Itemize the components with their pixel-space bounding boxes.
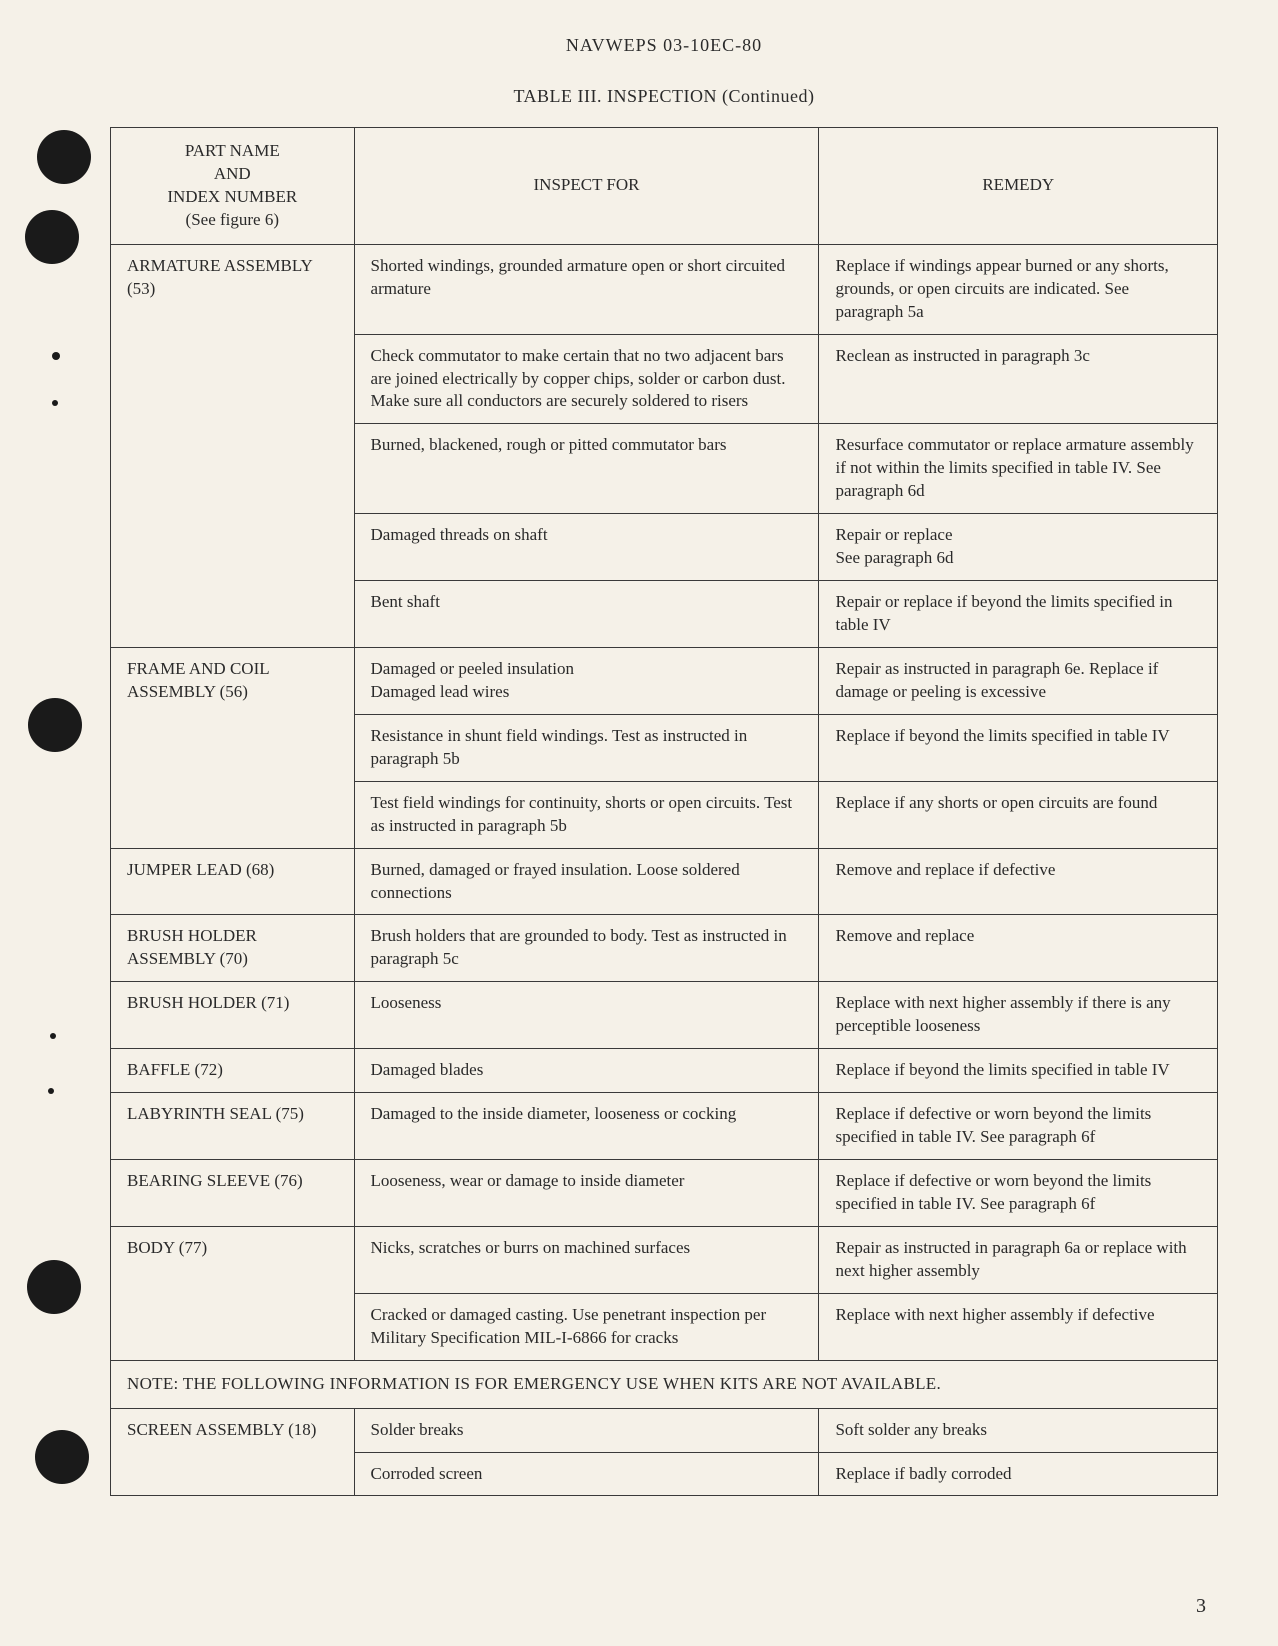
- cell-inspect: Damaged or peeled insulationDamaged lead…: [354, 647, 819, 714]
- document-id-header: NAVWEPS 03-10EC-80: [110, 35, 1218, 56]
- cell-remedy: Replace if badly corroded: [819, 1452, 1218, 1496]
- cell-remedy: Replace with next higher assembly if the…: [819, 982, 1218, 1049]
- punch-hole: [50, 1033, 56, 1039]
- cell-remedy: Replace if beyond the limits specified i…: [819, 1049, 1218, 1093]
- punch-hole: [35, 1430, 89, 1484]
- cell-inspect: Solder breaks: [354, 1408, 819, 1452]
- cell-part: JUMPER LEAD (68): [111, 848, 355, 915]
- table-row: JUMPER LEAD (68)Burned, damaged or fraye…: [111, 848, 1218, 915]
- cell-part: BRUSH HOLDER ASSEMBLY (70): [111, 915, 355, 982]
- cell-inspect: Burned, damaged or frayed insulation. Lo…: [354, 848, 819, 915]
- cell-part: FRAME AND COIL ASSEMBLY (56): [111, 647, 355, 848]
- cell-remedy: Resurface commutator or replace armature…: [819, 424, 1218, 514]
- punch-hole: [27, 1260, 81, 1314]
- cell-part: BEARING SLEEVE (76): [111, 1160, 355, 1227]
- cell-inspect: Shorted windings, grounded armature open…: [354, 244, 819, 334]
- cell-inspect: Brush holders that are grounded to body.…: [354, 915, 819, 982]
- cell-remedy: Repair or replaceSee paragraph 6d: [819, 514, 1218, 581]
- cell-inspect: Corroded screen: [354, 1452, 819, 1496]
- table-row: BODY (77)Nicks, scratches or burrs on ma…: [111, 1226, 1218, 1293]
- punch-hole: [52, 400, 58, 406]
- table-row: ARMATURE ASSEMBLY (53)Shorted windings, …: [111, 244, 1218, 334]
- cell-part: LABYRINTH SEAL (75): [111, 1093, 355, 1160]
- cell-part: ARMATURE ASSEMBLY (53): [111, 244, 355, 647]
- cell-inspect: Damaged blades: [354, 1049, 819, 1093]
- table-title: TABLE III. INSPECTION (Continued): [110, 86, 1218, 107]
- punch-hole: [52, 352, 60, 360]
- inspection-table: PART NAMEANDINDEX NUMBER(See figure 6) I…: [110, 127, 1218, 1496]
- cell-remedy: Soft solder any breaks: [819, 1408, 1218, 1452]
- cell-inspect: Burned, blackened, rough or pitted commu…: [354, 424, 819, 514]
- cell-remedy: Repair as instructed in paragraph 6e. Re…: [819, 647, 1218, 714]
- header-remedy: REMEDY: [819, 128, 1218, 245]
- table-header-row: PART NAMEANDINDEX NUMBER(See figure 6) I…: [111, 128, 1218, 245]
- cell-remedy: Replace if defective or worn beyond the …: [819, 1093, 1218, 1160]
- cell-inspect: Damaged threads on shaft: [354, 514, 819, 581]
- note-cell: NOTE: THE FOLLOWING INFORMATION IS FOR E…: [111, 1360, 1218, 1408]
- table-row: BRUSH HOLDER (71)LoosenessReplace with n…: [111, 982, 1218, 1049]
- cell-inspect: Looseness: [354, 982, 819, 1049]
- page-number: 3: [1196, 1595, 1206, 1618]
- cell-remedy: Replace if any shorts or open circuits a…: [819, 781, 1218, 848]
- punch-hole: [28, 698, 82, 752]
- table-row: FRAME AND COIL ASSEMBLY (56)Damaged or p…: [111, 647, 1218, 714]
- cell-inspect: Cracked or damaged casting. Use penetran…: [354, 1293, 819, 1360]
- punch-hole: [48, 1088, 54, 1094]
- cell-inspect: Bent shaft: [354, 581, 819, 648]
- cell-inspect: Test field windings for continuity, shor…: [354, 781, 819, 848]
- cell-remedy: Reclean as instructed in paragraph 3c: [819, 334, 1218, 424]
- cell-part: BRUSH HOLDER (71): [111, 982, 355, 1049]
- cell-inspect: Nicks, scratches or burrs on machined su…: [354, 1226, 819, 1293]
- cell-part: BAFFLE (72): [111, 1049, 355, 1093]
- punch-hole: [25, 210, 79, 264]
- cell-remedy: Replace if windings appear burned or any…: [819, 244, 1218, 334]
- cell-inspect: Check commutator to make certain that no…: [354, 334, 819, 424]
- cell-part: BODY (77): [111, 1226, 355, 1360]
- cell-remedy: Remove and replace if defective: [819, 848, 1218, 915]
- cell-remedy: Repair or replace if beyond the limits s…: [819, 581, 1218, 648]
- cell-remedy: Repair as instructed in paragraph 6a or …: [819, 1226, 1218, 1293]
- cell-remedy: Replace if defective or worn beyond the …: [819, 1160, 1218, 1227]
- table-row: SCREEN ASSEMBLY (18)Solder breaksSoft so…: [111, 1408, 1218, 1452]
- punch-hole: [37, 130, 91, 184]
- cell-remedy: Replace with next higher assembly if def…: [819, 1293, 1218, 1360]
- cell-part: SCREEN ASSEMBLY (18): [111, 1408, 355, 1496]
- table-row: BAFFLE (72)Damaged bladesReplace if beyo…: [111, 1049, 1218, 1093]
- header-inspect: INSPECT FOR: [354, 128, 819, 245]
- cell-inspect: Looseness, wear or damage to inside diam…: [354, 1160, 819, 1227]
- note-row: NOTE: THE FOLLOWING INFORMATION IS FOR E…: [111, 1360, 1218, 1408]
- table-row: BEARING SLEEVE (76)Looseness, wear or da…: [111, 1160, 1218, 1227]
- cell-inspect: Damaged to the inside diameter, loosenes…: [354, 1093, 819, 1160]
- table-row: BRUSH HOLDER ASSEMBLY (70)Brush holders …: [111, 915, 1218, 982]
- table-row: LABYRINTH SEAL (75)Damaged to the inside…: [111, 1093, 1218, 1160]
- cell-inspect: Resistance in shunt field windings. Test…: [354, 714, 819, 781]
- cell-remedy: Replace if beyond the limits specified i…: [819, 714, 1218, 781]
- cell-remedy: Remove and replace: [819, 915, 1218, 982]
- header-part: PART NAMEANDINDEX NUMBER(See figure 6): [111, 128, 355, 245]
